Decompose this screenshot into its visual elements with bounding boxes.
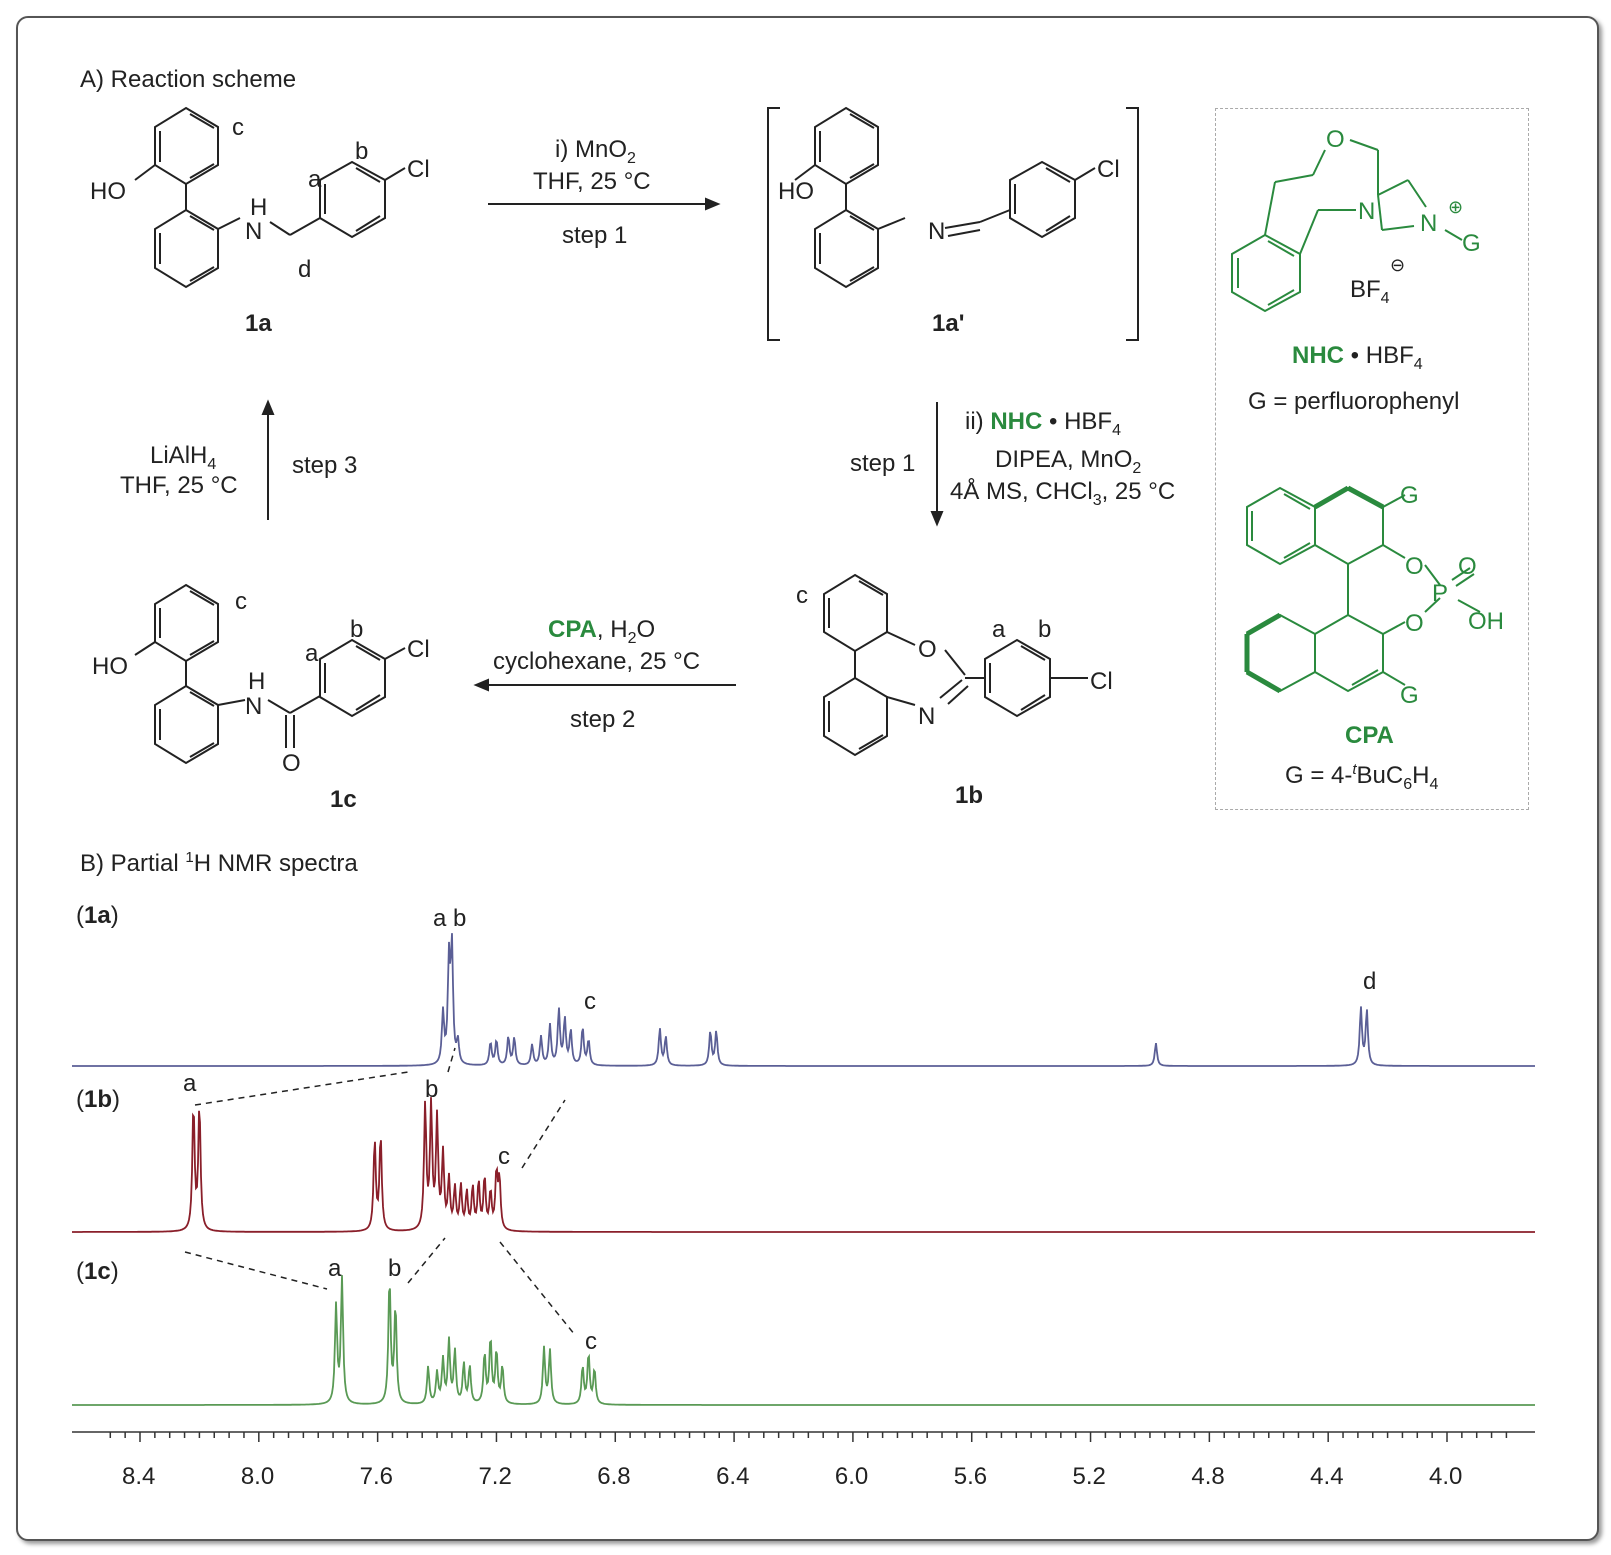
atom-cl-1b: Cl [1090,668,1113,695]
cpa-g-definition: G = 4-tBuC6H4 [1285,761,1439,793]
peak-label-1a-c: c [584,988,596,1015]
step2-label: step 2 [570,706,636,733]
peak-label-1b-a: a [183,1070,197,1097]
site-c-1a: c [232,114,244,141]
x-tick-label: 7.6 [359,1463,393,1490]
x-tick-label: 8.0 [240,1463,275,1490]
site-a-1a: a [308,166,322,193]
ring-1a-chlorophenyl [319,160,386,239]
site-b-1a: b [355,138,369,165]
peak-label-1b-c: c [498,1143,510,1170]
section-b-title: B) Partial 1H NMR spectra [80,849,358,877]
step1b-base: DIPEA, MnO2 [995,446,1142,477]
step1b-solvent: 4Å MS, CHCl3, 25 °C [950,478,1176,509]
peak-label-1c-a: a [328,1255,342,1282]
spectrum-1a-label: (1a) [76,902,119,929]
catalyst-box [1215,108,1529,810]
atom-h-1a: H [250,194,268,221]
x-tick-label: 5.2 [1072,1463,1106,1490]
step1b-reagent: ii) NHC • HBF4 [965,408,1121,439]
spectrum-line-0 [72,933,1535,1067]
x-tick-label: 8.4 [122,1463,156,1490]
atom-cl-1a: Cl [407,156,430,183]
bf4-anion: BF4 [1350,276,1390,307]
atom-ho-1a-prime: HO [778,178,814,205]
x-tick-label: 6.4 [716,1463,750,1490]
step3-reagent: LiAlH4 [150,442,217,473]
atom-ho-1c: HO [92,653,128,680]
atom-n-1a: N [245,218,263,245]
compound-1a-prime-label: 1a' [932,310,965,337]
step1-label: step 1 [562,222,628,249]
atom-oh-cpa: OH [1468,608,1504,635]
peak-label-1c-b: b [388,1255,402,1282]
ring-1a-upper [154,106,219,186]
x-tick-label: 5.6 [953,1463,988,1490]
site-a-1c: a [305,640,319,667]
atom-n-1a-prime: N [928,218,946,245]
atom-g-cpa-top: G [1400,482,1419,509]
peak-label-1a-d: d [1363,968,1377,995]
peak-label-1c-c: c [585,1328,597,1355]
x-tick-label: 4.4 [1310,1463,1344,1490]
compound-1c-label: 1c [330,786,357,813]
step1-reagent: i) MnO2 [555,136,636,167]
spectrum-line-1 [72,1097,1535,1233]
step3-label: step 3 [292,452,358,479]
atom-n-1b: N [918,703,936,730]
plus-charge-icon: ⊕ [1448,197,1464,217]
atom-o2-cpa: O [1458,553,1477,580]
spectrum-1b-label: (1b) [76,1086,121,1113]
atom-cl-1a-prime: Cl [1097,156,1120,183]
x-tick-label: 4.0 [1429,1463,1463,1490]
atom-o1-cpa: O [1405,553,1424,580]
nhc-label: NHC • HBF4 [1292,342,1423,373]
atom-cl-1c: Cl [407,636,430,663]
minus-charge-icon: ⊖ [1390,255,1406,275]
atom-ho-1a: HO [90,178,126,205]
x-tick-label: 7.2 [478,1463,512,1490]
step3-conditions: THF, 25 °C [120,472,238,499]
section-a-title: A) Reaction scheme [80,66,297,93]
peak-label-1a-ab: a b [433,905,467,932]
site-c-1c: c [235,588,247,615]
step2-conditions: cyclohexane, 25 °C [493,648,701,675]
x-tick-label: 4.8 [1191,1463,1225,1490]
atom-g-cpa-bottom: G [1400,682,1419,709]
atom-o-nhc: O [1326,126,1345,153]
atom-n1-nhc: N [1358,198,1376,225]
atom-o3-cpa: O [1405,610,1424,637]
atom-g-nhc: G [1462,230,1481,257]
peak-label-1b-b: b [425,1076,439,1103]
atom-o-1c: O [282,750,301,777]
x-tick-label: 6.0 [834,1463,869,1490]
compound-1a-label: 1a [245,310,272,337]
atom-o-1b: O [918,636,937,663]
spectrum-1c-label: (1c) [76,1258,119,1285]
figure-frame [16,16,1599,1541]
site-a-1b: a [992,616,1006,643]
site-b-1b: b [1038,616,1052,643]
site-d-1a: d [298,256,312,283]
atom-p-cpa: P [1432,580,1449,607]
atom-h-1c: H [248,668,266,695]
step1b-label: step 1 [850,450,916,477]
x-tick-label: 6.8 [597,1463,631,1490]
ring-1a-lower [154,208,219,289]
nhc-g-definition: G = perfluorophenyl [1248,388,1460,415]
atom-n-1c: N [245,693,263,720]
atom-n2-nhc: N [1420,210,1438,237]
site-b-1c: b [350,616,364,643]
step1-conditions: THF, 25 °C [533,168,651,195]
step2-reagent: CPA, H2O [548,616,656,647]
spectrum-line-2 [72,1275,1535,1406]
cpa-label: CPA [1345,722,1394,749]
compound-1b-label: 1b [955,782,984,809]
site-c-1b: c [796,582,808,609]
